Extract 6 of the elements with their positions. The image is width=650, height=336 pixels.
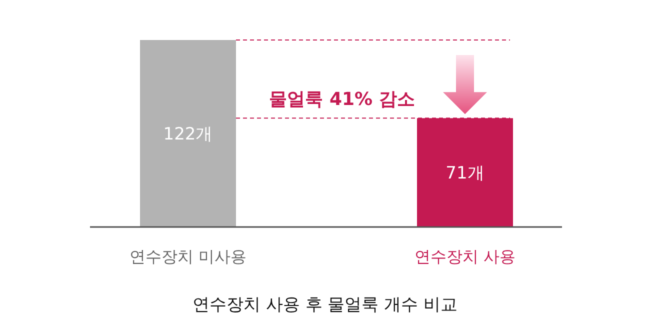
x-tick-label: 연수장치 미사용 bbox=[129, 247, 247, 266]
data-label: 71개 bbox=[446, 164, 484, 184]
x-tick-label: 연수장치 사용 bbox=[414, 247, 516, 266]
text: 연수장치 사용 후 물얼룩 개수 비교 bbox=[192, 295, 458, 315]
data-label: 122개 bbox=[163, 124, 213, 144]
annotation: 물얼룩 41% 감소 bbox=[269, 89, 415, 110]
